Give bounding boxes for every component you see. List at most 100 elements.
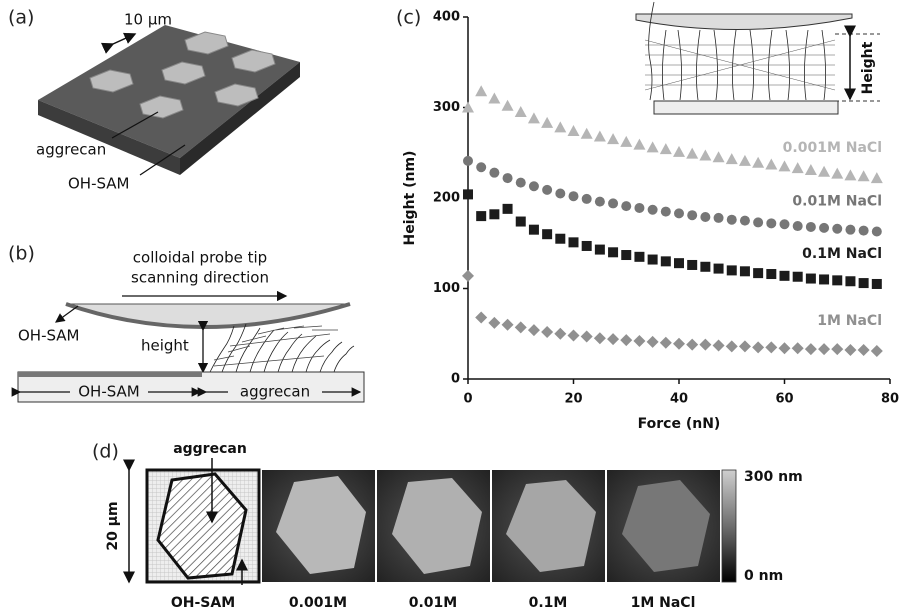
panel-c: (c) Height 0 100 200 300 400 0 20 40 60 80 Force (… bbox=[396, 1, 899, 432]
label: height bbox=[141, 337, 189, 355]
point bbox=[778, 342, 791, 355]
point bbox=[700, 261, 711, 272]
label: Height bbox=[860, 41, 876, 94]
colorbar-label: 300 nm bbox=[744, 469, 803, 485]
y-tick-label: 400 bbox=[433, 10, 460, 25]
point bbox=[753, 217, 764, 228]
x-tick-label: 20 bbox=[564, 392, 582, 407]
point bbox=[752, 156, 765, 168]
point bbox=[844, 344, 857, 357]
point bbox=[725, 340, 738, 353]
point bbox=[462, 269, 474, 282]
label: 0.001M bbox=[289, 595, 347, 611]
label: OH-SAM bbox=[18, 327, 80, 345]
point bbox=[752, 341, 765, 354]
point bbox=[660, 206, 671, 217]
point bbox=[463, 155, 473, 166]
point bbox=[476, 211, 487, 222]
point bbox=[699, 149, 712, 161]
point bbox=[871, 278, 882, 289]
point bbox=[542, 229, 553, 240]
inset: Height bbox=[635, 1, 880, 115]
point bbox=[527, 324, 540, 337]
series-label: 1M NaCl bbox=[817, 313, 882, 329]
point bbox=[463, 189, 473, 200]
point bbox=[726, 214, 737, 225]
point bbox=[581, 240, 592, 251]
point bbox=[659, 143, 672, 155]
substrate-front bbox=[180, 62, 300, 175]
point bbox=[541, 116, 554, 128]
point bbox=[858, 225, 869, 236]
label: aggrecan bbox=[240, 383, 310, 401]
point bbox=[713, 263, 724, 274]
point bbox=[567, 329, 580, 342]
point bbox=[832, 275, 843, 286]
point bbox=[514, 321, 527, 334]
point bbox=[580, 127, 593, 139]
point bbox=[792, 221, 803, 232]
point bbox=[765, 158, 778, 170]
point bbox=[712, 151, 725, 163]
point bbox=[634, 251, 645, 262]
point bbox=[489, 167, 500, 178]
point bbox=[621, 250, 632, 261]
point bbox=[555, 188, 566, 199]
point bbox=[542, 184, 553, 195]
point bbox=[594, 244, 605, 255]
point bbox=[527, 112, 540, 124]
label: OH-SAM bbox=[171, 595, 235, 611]
point bbox=[805, 221, 816, 232]
point bbox=[725, 153, 738, 165]
point bbox=[502, 173, 513, 184]
point bbox=[660, 256, 671, 267]
point bbox=[674, 208, 684, 219]
series-label: 0.01M NaCl bbox=[792, 193, 882, 209]
point bbox=[554, 327, 567, 340]
point bbox=[857, 344, 870, 357]
point bbox=[488, 92, 501, 104]
label: OH-SAM bbox=[78, 383, 140, 401]
x-axis-label: Force (nN) bbox=[638, 416, 721, 432]
x-tick-label: 80 bbox=[881, 392, 899, 407]
point bbox=[580, 330, 593, 343]
point bbox=[476, 162, 487, 173]
point bbox=[686, 147, 699, 159]
aggrecan-brush bbox=[209, 323, 355, 373]
label: aggrecan bbox=[36, 141, 106, 159]
point bbox=[753, 268, 764, 279]
point bbox=[475, 311, 488, 324]
point bbox=[621, 201, 632, 212]
point bbox=[726, 265, 737, 276]
point bbox=[766, 269, 777, 280]
point bbox=[765, 341, 778, 354]
point bbox=[687, 259, 698, 270]
point bbox=[475, 85, 488, 97]
panel-label: (c) bbox=[396, 7, 421, 29]
point bbox=[791, 342, 804, 355]
point bbox=[581, 193, 592, 204]
point bbox=[713, 212, 724, 223]
point bbox=[831, 343, 844, 356]
point bbox=[541, 325, 554, 338]
point bbox=[845, 276, 856, 287]
point bbox=[593, 130, 606, 142]
y-tick-label: 0 bbox=[451, 372, 460, 387]
substrate-top bbox=[38, 25, 300, 158]
point bbox=[673, 337, 685, 350]
point bbox=[738, 154, 751, 166]
point bbox=[633, 138, 646, 150]
point bbox=[766, 218, 777, 229]
point bbox=[870, 344, 883, 357]
point bbox=[607, 133, 620, 145]
y-tick-label: 200 bbox=[433, 191, 460, 206]
point bbox=[805, 273, 816, 284]
label: 1M NaCl bbox=[631, 595, 696, 611]
point bbox=[646, 335, 659, 348]
x-tick-label: 40 bbox=[670, 392, 688, 407]
scale-label: 10 μm bbox=[124, 11, 172, 29]
point bbox=[844, 169, 857, 181]
substrate-side bbox=[38, 100, 180, 175]
point bbox=[501, 99, 514, 111]
